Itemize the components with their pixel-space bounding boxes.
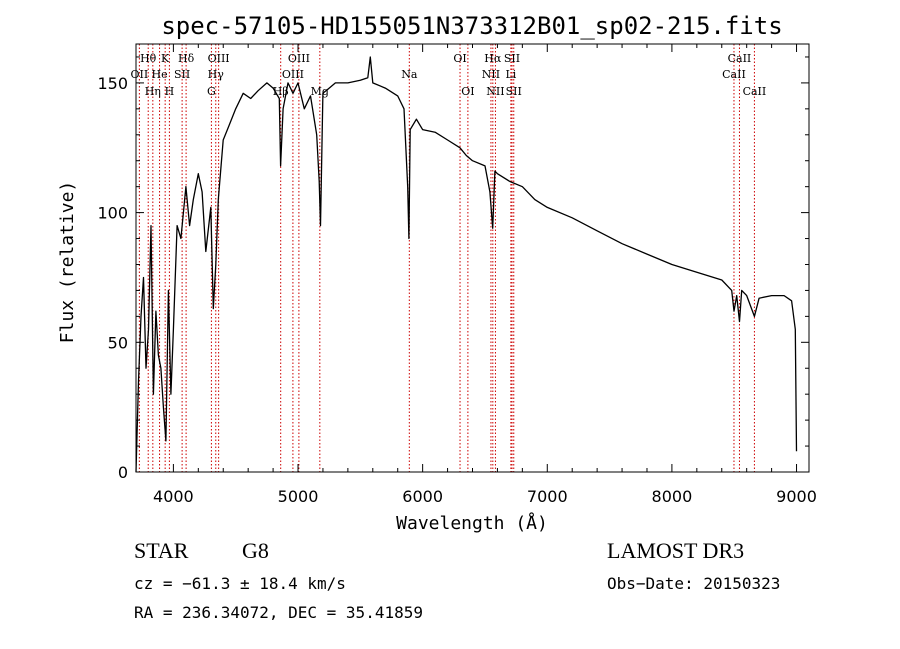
line-marker-label-7: Hδ <box>178 52 195 65</box>
x-tick-label-5000: 5000 <box>278 487 319 506</box>
x-tick-label-9000: 9000 <box>776 487 817 506</box>
line-marker-label-1: OII <box>131 68 149 81</box>
line-marker-label-4: He <box>152 68 168 81</box>
line-marker-label-10: G <box>207 85 216 98</box>
axis-tick-labels: 4000 5000 6000 7000 8000 9000 0 50 100 150 <box>97 74 816 506</box>
line-marker-label-15: Na <box>401 68 418 81</box>
line-marker-label-8: OIII <box>208 52 230 65</box>
line-marker-label-13: OIII <box>282 68 304 81</box>
y-tick-label-0: 0 <box>118 463 128 482</box>
x-tick-label-8000: 8000 <box>652 487 693 506</box>
line-marker-label-9: Hγ <box>208 68 225 81</box>
y-tick-label-150: 150 <box>97 74 128 93</box>
line-marker-label-20: NII <box>486 85 504 98</box>
plot-frame <box>135 43 810 473</box>
y-axis-label: Flux (relative) <box>57 181 78 344</box>
object-subclass: G8 <box>242 538 269 563</box>
line-marker-label-6: SII <box>174 68 190 81</box>
x-tick-label-4000: 4000 <box>153 487 194 506</box>
line-marker-label-16: OI <box>453 52 466 65</box>
line-marker-label-26: CaII <box>743 85 767 98</box>
y-tick-label-50: 50 <box>108 333 128 352</box>
line-marker-label-19: NII <box>482 68 500 81</box>
x-tick-label-7000: 7000 <box>527 487 568 506</box>
line-marker-label-25: CaII <box>722 68 746 81</box>
spectrum-line <box>135 56 798 473</box>
line-marker-label-23: SII <box>506 85 522 98</box>
observation-date: Obs−Date: 20150323 <box>607 574 781 593</box>
line-marker-label-2: Hη <box>145 85 161 98</box>
line-marker-label-21: SII <box>504 52 520 65</box>
axis-ticks <box>136 44 809 473</box>
line-marker-label-18: Hα <box>484 52 502 65</box>
line-markers <box>138 44 755 472</box>
line-marker-label-17: OI <box>461 85 474 98</box>
x-axis-label: Wavelength (Å) <box>396 512 548 534</box>
chart-title: spec-57105-HD155051N373312B01_sp02-215.f… <box>161 12 782 40</box>
line-marker-label-24: CaII <box>728 52 752 65</box>
redshift-velocity: cz = −61.3 ± 18.4 km/s <box>134 574 346 593</box>
line-marker-label-3: K <box>161 52 170 65</box>
line-marker-label-22: Li <box>505 68 516 81</box>
line-marker-label-12: OIII <box>288 52 310 65</box>
line-marker-label-5: H <box>165 85 175 98</box>
x-tick-label-6000: 6000 <box>402 487 443 506</box>
line-marker-label-0: Hθ <box>140 52 157 65</box>
coordinates: RA = 236.34072, DEC = 35.41859 <box>134 603 423 622</box>
y-tick-label-100: 100 <box>97 204 128 223</box>
object-class: STAR <box>134 538 189 563</box>
survey-release: LAMOST DR3 <box>607 538 745 563</box>
line-marker-label-14: Mg <box>311 85 329 98</box>
